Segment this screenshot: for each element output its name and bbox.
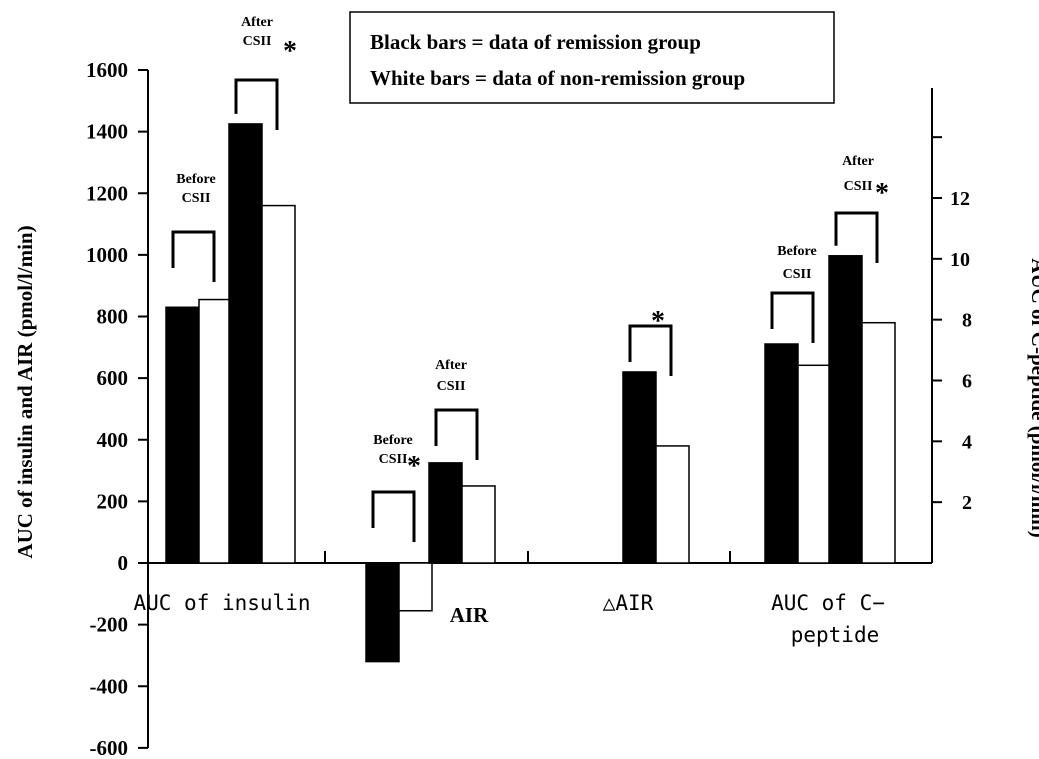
bar-remission <box>228 123 263 564</box>
category-label-auc-insulin: AUC of insulin <box>133 591 310 615</box>
bar-remission <box>622 371 657 564</box>
y-left-axis-title: AUC of insulin and AIR (pmol/l/min) <box>13 225 37 558</box>
significance-star: * <box>407 451 421 482</box>
bracket-label: Before <box>176 172 215 187</box>
y-right-tick-label: 8 <box>962 310 972 332</box>
bar-non-remission <box>861 321 896 564</box>
bar-non-remission <box>198 298 233 564</box>
significance-star: * <box>651 306 665 337</box>
y-left-tick-label: -400 <box>90 674 129 698</box>
bracket-label: CSII <box>844 179 873 194</box>
bracket-label: After <box>435 358 467 373</box>
y-left-tick-label: -600 <box>90 736 129 759</box>
bracket-label: Before <box>373 433 412 448</box>
bar-remission <box>764 343 799 564</box>
bracket-label: CSII <box>182 191 211 206</box>
bar-non-remission <box>655 445 690 564</box>
y-right-tick-label: 4 <box>962 431 972 453</box>
y-left-tick-label: 0 <box>118 551 129 575</box>
category-label-auc-c-peptide-line1: AUC of C− <box>771 591 885 615</box>
bracket-label: CSII <box>379 452 408 467</box>
y-right-tick-label: 2 <box>962 492 972 514</box>
category-label-auc-c-peptide-line2: peptide <box>791 623 880 647</box>
bar-non-remission <box>261 204 296 564</box>
significance-bracket <box>770 291 815 343</box>
significance-star: * <box>283 36 297 67</box>
bracket-label: CSII <box>437 379 466 394</box>
bar-remission <box>165 306 200 564</box>
legend-box <box>349 11 835 104</box>
significance-bracket <box>834 211 879 263</box>
y-left-tick-label: 1200 <box>86 181 128 205</box>
bars <box>165 123 896 663</box>
legend: Black bars = data of remission group Whi… <box>349 11 835 104</box>
y-left-tick-label: 1000 <box>86 243 128 267</box>
legend-line-non-remission: White bars = data of non-remission group <box>370 66 745 90</box>
significance-bracket <box>171 230 216 282</box>
y-right-axis-title: AUC of C-peptide (pmol/l/min) <box>1027 258 1039 537</box>
y-left-tick-label: 400 <box>97 428 129 452</box>
legend-line-remission: Black bars = data of remission group <box>370 30 701 54</box>
significance-bracket <box>628 324 673 376</box>
bracket-label: Before <box>777 244 816 259</box>
y-right-tick-label: 12 <box>950 188 970 210</box>
significance-star: * <box>875 178 889 209</box>
bracket-label: CSII <box>783 267 812 282</box>
bar-remission <box>828 255 863 564</box>
y-left-tick-label: 200 <box>97 489 129 513</box>
category-label-air: AIR <box>450 603 489 627</box>
bracket-label: After <box>241 15 273 30</box>
y-right-tick-label: 6 <box>962 371 972 393</box>
bar-non-remission <box>398 562 433 612</box>
y-right-tick-label: 10 <box>950 249 970 271</box>
y-left-tick-label: 1400 <box>86 120 128 144</box>
significance-bracket <box>371 490 416 542</box>
bar-non-remission <box>461 485 496 564</box>
bracket-label: After <box>842 154 874 169</box>
category-label-delta-air: △AIR <box>603 591 654 615</box>
significance-bracket <box>434 408 479 460</box>
y-left-tick-label: -200 <box>90 613 129 637</box>
bar-remission <box>365 562 400 663</box>
significance-bracket <box>234 78 279 130</box>
category-labels: AUC of insulin AIR △AIR AUC of C− peptide <box>133 591 884 647</box>
bar-remission <box>428 462 463 564</box>
y-left-tick-label: 600 <box>97 366 129 390</box>
bracket-label: CSII <box>243 34 272 49</box>
bar-non-remission <box>797 364 832 564</box>
y-left-tick-label: 1600 <box>86 58 128 82</box>
y-left-tick-label: 800 <box>97 305 129 329</box>
